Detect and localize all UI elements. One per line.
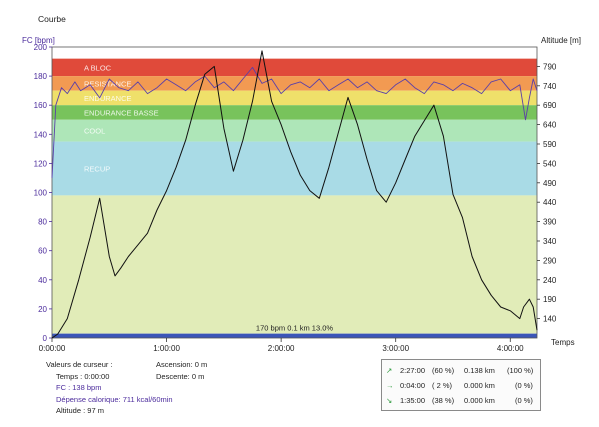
stats-time: 1:35:00 xyxy=(400,396,426,405)
y-left-tick-label: 120 xyxy=(34,159,48,168)
y-left-label: FC [bpm] xyxy=(22,36,55,45)
y-right-tick-label: 290 xyxy=(543,256,557,265)
stats-row-downhill: ↘ 1:35:00 (38 %) 0.000 km (0 %) xyxy=(386,396,538,408)
stats-row-flat: → 0:04:00 ( 2 %) 0.000 km (0 %) xyxy=(386,381,538,393)
hr-zone-band xyxy=(52,141,537,196)
baseline-strip xyxy=(52,333,537,338)
y-left-tick-label: 20 xyxy=(38,305,47,314)
y-right-tick-label: 790 xyxy=(543,62,557,71)
cursor-label: 170 bpm 0.1 km 13.0% xyxy=(256,324,333,333)
slope-stats-box: ↗ 2:27:00 (60 %) 0.138 km (100 %) → 0:04… xyxy=(381,359,541,411)
y-right-tick-label: 690 xyxy=(543,101,557,110)
cursor-values-panel: Valeurs de curseur : Temps : 0:00:00 FC … xyxy=(46,359,173,417)
hr-zone-band xyxy=(52,58,537,77)
cursor-altitude: Altitude : 97 m xyxy=(56,406,104,415)
stats-time: 0:04:00 xyxy=(400,381,426,390)
y-left-tick-label: 200 xyxy=(34,43,48,52)
y-right-tick-label: 590 xyxy=(543,140,557,149)
y-left-tick-label: 60 xyxy=(38,247,47,256)
stats-distance: 0.138 km xyxy=(464,366,495,375)
zone-label: ENDURANCE BASSE xyxy=(84,108,159,117)
descente-value: Descente: 0 m xyxy=(156,371,205,381)
x-tick-label: 3:00:00 xyxy=(382,344,409,353)
y-left-tick-label: 100 xyxy=(34,189,48,198)
heart_rate-line xyxy=(51,66,538,178)
hr-zone-band xyxy=(52,90,537,106)
cursor-heart-rate: FC : 138 bpm xyxy=(56,383,102,392)
y-left-tick-label: 140 xyxy=(34,130,48,139)
hr-zone-band xyxy=(52,105,537,120)
y-left-tick-label: 80 xyxy=(38,218,47,227)
altitude-line xyxy=(51,50,538,339)
stats-time-pct: ( 2 %) xyxy=(432,381,453,390)
ascension-value: Ascension: 0 m xyxy=(156,360,208,369)
cursor-values-heading: Valeurs de curseur : xyxy=(46,360,113,369)
y-left-tick-label: 160 xyxy=(34,101,48,110)
y-right-label: Altitude [m] xyxy=(541,36,582,45)
zone-label: A BLOC xyxy=(84,63,112,72)
cursor-time: Temps : 0:00:00 xyxy=(56,371,110,381)
y-right-tick-label: 440 xyxy=(543,198,557,207)
stats-distance-pct: (0 %) xyxy=(515,396,533,405)
zone-label: RECUP xyxy=(84,164,110,173)
hr-zone-band xyxy=(52,195,537,334)
y-right-tick-label: 740 xyxy=(543,82,557,91)
y-right-tick-label: 540 xyxy=(543,159,557,168)
x-tick-label: 4:00:00 xyxy=(497,344,524,353)
stats-distance-pct: (0 %) xyxy=(515,381,533,390)
stats-time: 2:27:00 xyxy=(400,366,426,375)
flat-arrow-icon: → xyxy=(386,381,394,390)
x-axis-label: Temps xyxy=(551,338,575,347)
stats-time-pct: (38 %) xyxy=(432,396,455,405)
hr-zone-band xyxy=(52,119,537,142)
elevation-panel: Ascension: 0 m Descente: 0 m xyxy=(156,359,207,382)
y-right-tick-label: 340 xyxy=(543,237,557,246)
cursor-calories: Dépense calorique: 711 kcal/60min xyxy=(56,394,173,404)
chart-title: Courbe xyxy=(38,14,66,24)
y-right-tick-label: 390 xyxy=(543,218,557,227)
zone-label: COOL xyxy=(84,127,105,136)
y-right-tick-label: 490 xyxy=(543,179,557,188)
uphill-arrow-icon: ↗ xyxy=(386,366,393,375)
stats-row-uphill: ↗ 2:27:00 (60 %) 0.138 km (100 %) xyxy=(386,366,538,378)
stats-time-pct: (60 %) xyxy=(432,366,455,375)
y-left-tick-label: 40 xyxy=(38,276,47,285)
y-left-tick-label: 180 xyxy=(34,72,48,81)
stats-distance: 0.000 km xyxy=(464,396,495,405)
y-right-tick-label: 140 xyxy=(543,315,557,324)
zone-label: ENDURANCE xyxy=(84,94,132,103)
x-tick-label: 2:00:00 xyxy=(268,344,295,353)
downhill-arrow-icon: ↘ xyxy=(386,396,393,405)
stats-distance: 0.000 km xyxy=(464,381,495,390)
zone-label: RESISTANCE xyxy=(84,79,131,88)
y-left-tick-label: 0 xyxy=(43,334,48,343)
y-right-tick-label: 240 xyxy=(543,276,557,285)
x-tick-label: 1:00:00 xyxy=(153,344,180,353)
x-tick-label: 0:00:00 xyxy=(39,344,66,353)
stats-distance-pct: (100 %) xyxy=(507,366,534,375)
y-right-tick-label: 640 xyxy=(543,121,557,130)
y-right-tick-label: 190 xyxy=(543,295,557,304)
